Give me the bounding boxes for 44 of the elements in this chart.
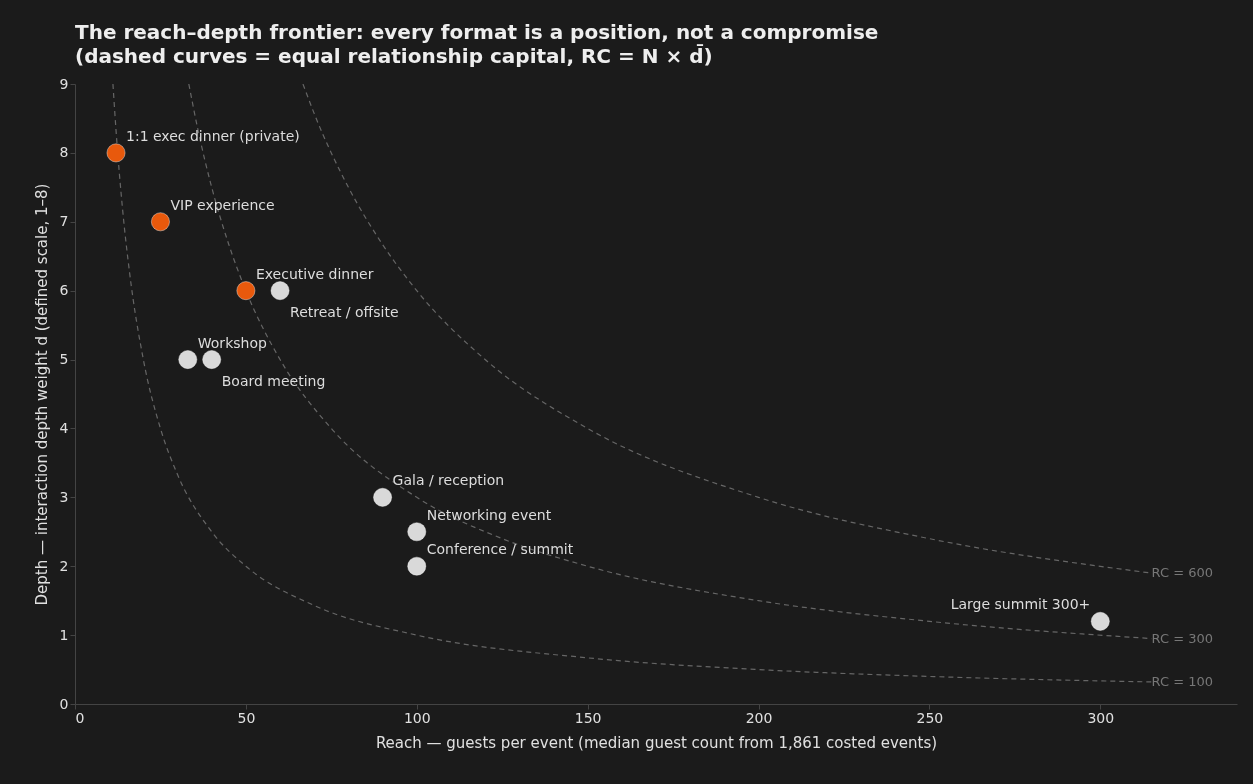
annotation: Networking event: [426, 506, 552, 523]
point: [270, 281, 290, 300]
point: [178, 350, 198, 369]
annotation: Conference / summit: [426, 541, 574, 558]
y-tick-label: 2: [59, 557, 69, 574]
y-tick-label: 0: [59, 695, 69, 712]
y-tick-label: 8: [59, 144, 69, 161]
y-tick-label: 7: [59, 213, 69, 230]
annotation: VIP experience: [170, 196, 275, 213]
point: [1091, 612, 1110, 631]
point: [106, 143, 126, 163]
y-axis-title: Depth — interaction depth weight d (defined scale, 1–8): [32, 183, 51, 606]
annotation: 1:1 exec dinner (private): [126, 127, 300, 144]
x-tick-label: 0: [75, 709, 85, 726]
annotation: Retreat / offsite: [290, 303, 399, 320]
chart-title: The reach–depth frontier: every format is a position, not a compromise: [75, 20, 879, 44]
point: [407, 556, 427, 576]
annotation: Large summit 300+: [950, 596, 1091, 613]
x-tick-label: 50: [237, 709, 256, 726]
x-tick-label: 300: [1087, 709, 1115, 726]
y-tick-label: 9: [59, 75, 69, 92]
x-tick-label: 200: [745, 709, 773, 726]
annotation: Gala / reception: [392, 472, 505, 489]
x-tick-label: 150: [574, 709, 602, 726]
point: [202, 350, 221, 369]
x-tick-label: 100: [403, 709, 431, 726]
y-tick-label: 5: [59, 351, 69, 368]
annotation: Workshop: [197, 334, 267, 351]
x-axis-title: Reach — guests per event (median guest count from 1,861 costed events): [375, 733, 938, 752]
point: [151, 212, 170, 232]
y-tick-label: 4: [59, 419, 69, 436]
y-tick-label: 6: [59, 282, 69, 299]
series-label: RC = 300: [1151, 630, 1213, 646]
chart-subtitle: (dashed curves = equal relationship capital, RC = N × d̄): [75, 44, 713, 68]
point: [373, 488, 392, 507]
y-tick-label: 3: [59, 488, 69, 505]
x-tick-label: 250: [916, 709, 944, 726]
series-label: RC = 100: [1151, 673, 1213, 689]
series-label: RC = 600: [1151, 565, 1213, 581]
y-tick-label: 1: [59, 626, 69, 643]
point: [236, 281, 256, 300]
annotation: Board meeting: [221, 372, 326, 389]
point: [407, 522, 427, 542]
annotation: Executive dinner: [255, 265, 374, 282]
